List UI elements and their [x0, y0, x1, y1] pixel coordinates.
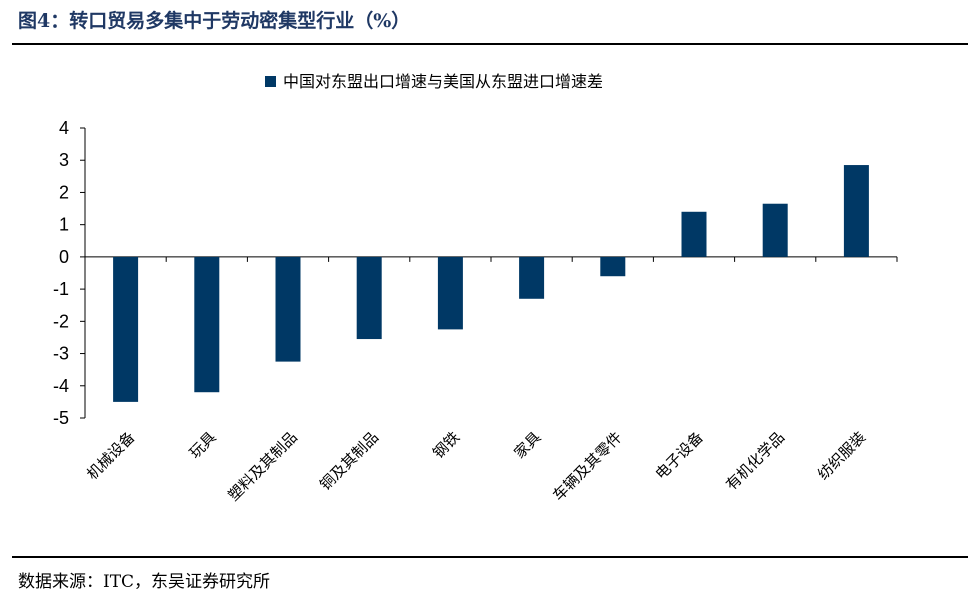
y-tick-label: -1: [53, 279, 69, 299]
bar: [194, 256, 220, 393]
bars: [113, 165, 869, 402]
y-tick-label: -4: [53, 376, 69, 396]
figure-title: 图4：转口贸易多集中于劳动密集型行业（%）: [18, 10, 411, 32]
y-tick-label: 3: [59, 150, 69, 170]
x-category-label: 玩具: [186, 428, 220, 462]
legend: 中国对东盟出口增速与美国从东盟进口增速差: [265, 72, 603, 91]
x-axis: [84, 256, 898, 262]
top-rule: [12, 43, 968, 45]
y-tick-label: 2: [59, 182, 69, 202]
bar: [275, 256, 301, 362]
legend-label: 中国对东盟出口增速与美国从东盟进口增速差: [283, 72, 603, 91]
bar: [843, 165, 869, 257]
x-category-label: 家具: [510, 428, 544, 462]
bar: [519, 256, 545, 299]
bottom-rule: [12, 556, 968, 558]
y-tick-label: 1: [59, 215, 69, 235]
bar: [681, 211, 707, 257]
x-category-label: 机械设备: [83, 428, 138, 483]
y-tick-label: 4: [59, 118, 69, 138]
source-note: 数据来源：ITC，东吴证券研究所: [18, 572, 271, 592]
x-category-label: 铜及其制品: [316, 428, 382, 494]
bar: [762, 203, 788, 257]
bar: [113, 256, 139, 402]
x-category-label: 纺织服装: [814, 428, 869, 483]
bar: [600, 256, 626, 277]
y-tick-label: -3: [53, 344, 69, 364]
x-category-label: 车辆及其零件: [549, 428, 625, 504]
bar: [356, 256, 382, 340]
y-tick-label: -2: [53, 311, 69, 331]
legend-swatch: [265, 76, 276, 87]
y-tick-label: 0: [59, 247, 69, 267]
y-axis: 4 3 2 1 0 -1 -2 -3 -4 -5: [53, 118, 86, 428]
category-labels: 机械设备 玩具 塑料及其制品 铜及其制品 钢铁 家具 车辆及其零件 电子设备 有机化学品 纺织服装: [83, 428, 869, 504]
bar: [437, 256, 463, 330]
x-category-label: 电子设备: [652, 428, 707, 483]
x-category-label: 有机化学品: [722, 428, 788, 494]
y-tick-label: -5: [53, 408, 69, 428]
x-category-label: 钢铁: [429, 428, 463, 462]
x-category-label: 塑料及其制品: [224, 428, 300, 504]
